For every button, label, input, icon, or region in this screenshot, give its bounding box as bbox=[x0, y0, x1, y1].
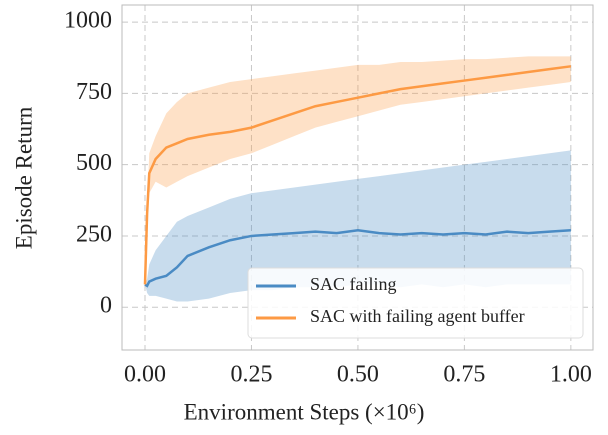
legend-label: SAC failing bbox=[310, 274, 397, 294]
y-tick-label: 500 bbox=[76, 150, 112, 176]
line bbox=[144, 228, 571, 288]
x-tick-label: 0.50 bbox=[337, 362, 379, 388]
legend-box bbox=[247, 267, 584, 339]
band bbox=[144, 56, 571, 285]
y-tick-label: 0 bbox=[100, 293, 112, 319]
x-tick-label: 0.75 bbox=[443, 362, 485, 388]
line bbox=[143, 65, 572, 285]
x-tick-label: 0.00 bbox=[124, 362, 166, 388]
x-tick-label: 1.00 bbox=[550, 362, 592, 388]
x-tick-label: 0.25 bbox=[230, 362, 272, 388]
y-axis-label: Episode Return bbox=[11, 106, 36, 249]
band bbox=[144, 150, 571, 302]
plot-frame bbox=[121, 4, 594, 351]
y-tick-label: 250 bbox=[76, 221, 112, 247]
y-tick-label: 1000 bbox=[64, 8, 112, 34]
x-axis-label: Environment Steps (×10⁶) bbox=[184, 399, 425, 424]
y-tick-label: 750 bbox=[76, 79, 112, 105]
legend-label: SAC with failing agent buffer bbox=[310, 306, 525, 326]
